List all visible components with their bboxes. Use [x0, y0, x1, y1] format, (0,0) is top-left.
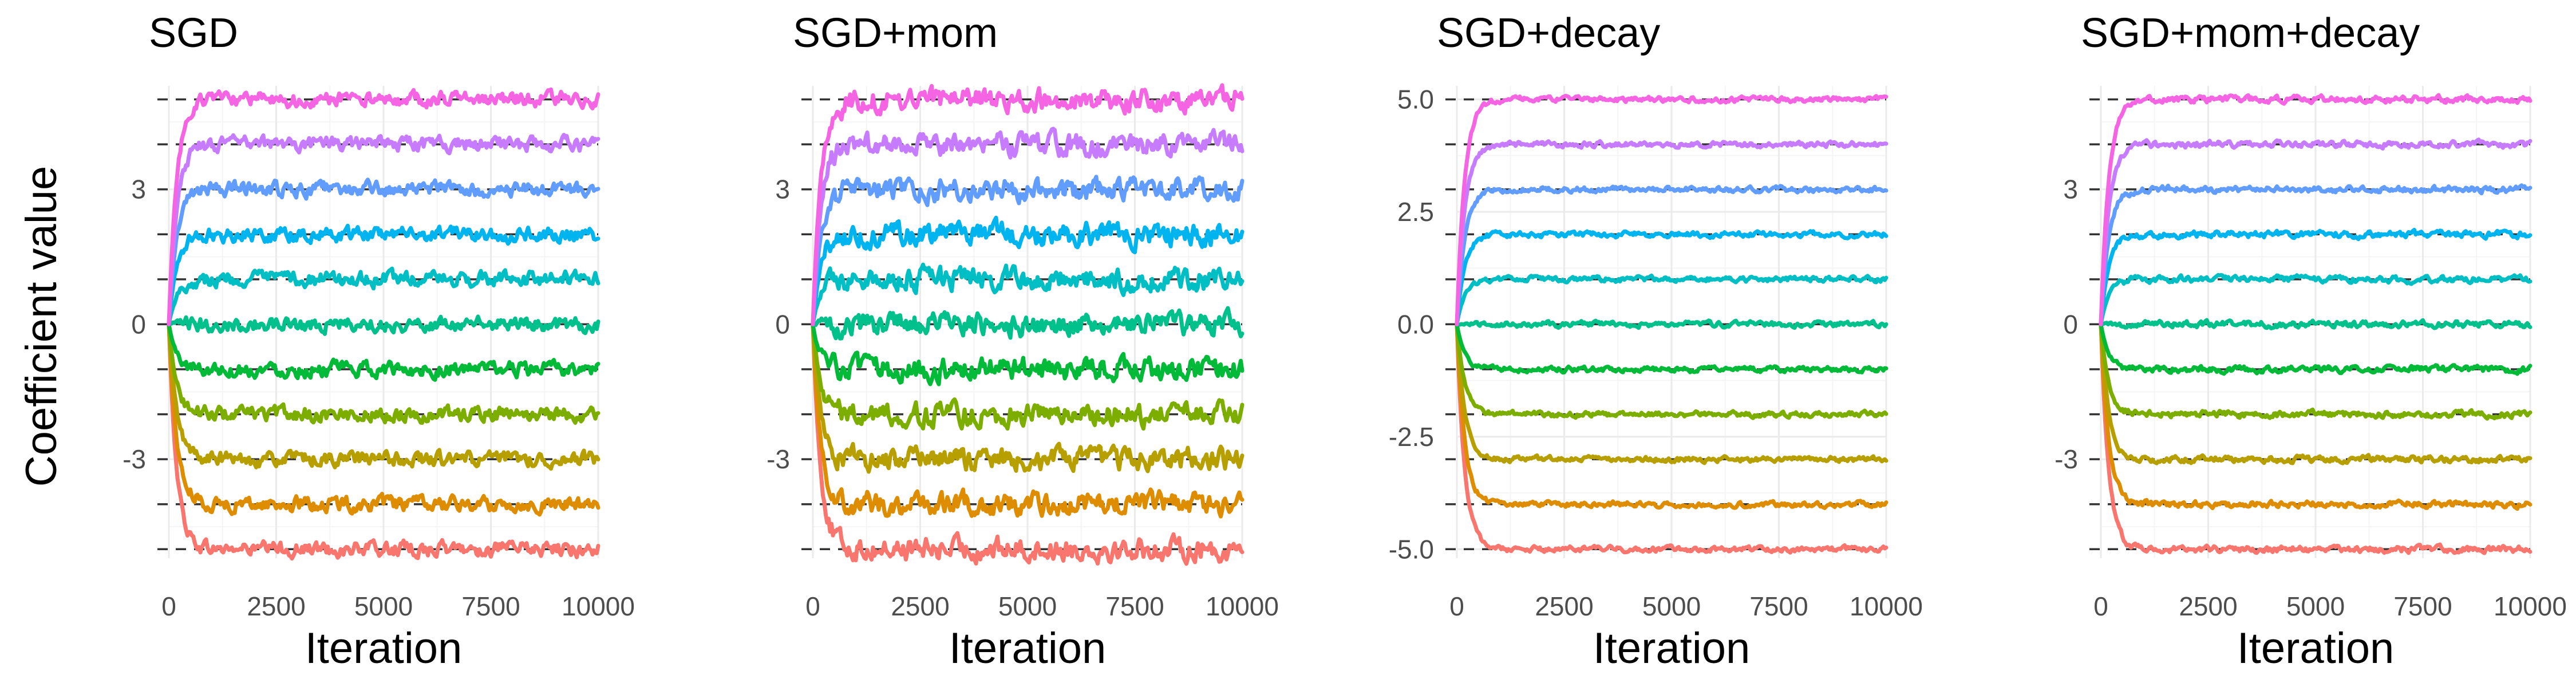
series-line-coef-5: [167, 87, 600, 326]
y-tick-label: 0: [131, 309, 146, 339]
x-axis-title: Iteration: [305, 624, 463, 673]
x-tick-label: 5000: [1642, 591, 1701, 621]
series-line-coef-2: [1455, 229, 1888, 326]
series-line-coef--3: [811, 322, 1244, 474]
series-line-coef--1: [1455, 322, 1888, 375]
series-line-coef-1: [167, 266, 600, 326]
panel-2: SGD+mom -3 0 3 0 2500 5000 7500 10000 Iteration: [767, 10, 1279, 673]
x-tick-label: 0: [1449, 591, 1464, 621]
series-line-coef--4: [1455, 322, 1888, 510]
y-tick-label: 0.0: [1397, 309, 1434, 339]
series-line-coef--5: [167, 322, 600, 561]
panel-1: SGD -3 0 3 0 2500 5000 7500 10000 Iteration: [123, 10, 635, 673]
series-line-coef-0: [2099, 318, 2532, 330]
x-tick-label: 2500: [891, 591, 949, 621]
series-line-coef-3: [811, 175, 1244, 326]
y-tick-label: -5.0: [1389, 534, 1434, 564]
y-tick-label: 5.0: [1397, 85, 1434, 114]
y-tick-label: 0: [775, 309, 790, 339]
x-tick-label: 7500: [1105, 591, 1164, 621]
series-line-coef-2: [2099, 228, 2532, 326]
series-line-coef--2: [811, 322, 1244, 431]
panel-title: SGD+decay: [1437, 10, 1660, 56]
y-tick-label: 2.5: [1397, 197, 1434, 227]
series-line-coef--1: [167, 322, 600, 382]
x-axis-title: Iteration: [2237, 624, 2395, 673]
x-tick-label: 10000: [562, 591, 635, 621]
series-line-coef-1: [811, 262, 1244, 326]
y-tick-label: -3: [2055, 444, 2078, 474]
series-line-coef-1: [2099, 273, 2532, 326]
series-line-coef-3: [1455, 184, 1888, 326]
y-tick-label: -2.5: [1389, 422, 1434, 452]
y-tick-label: 3: [131, 175, 146, 204]
series-line-coef-5: [811, 83, 1244, 326]
series-line-coef-3: [2099, 183, 2532, 326]
series-line-coef-4: [2099, 137, 2532, 326]
y-tick-label: -3: [767, 444, 790, 474]
x-tick-label: 0: [2093, 591, 2108, 621]
series-line-coef--5: [811, 322, 1244, 566]
series-line-coef-2: [167, 223, 600, 326]
panel-3: SGD+decay -5.0 -2.5 0.0 2.5 5.0 0 2500 5000 7500 1…: [1389, 10, 1923, 673]
series-line-coef--2: [1455, 322, 1888, 420]
y-tick-label: 3: [775, 175, 790, 204]
x-axis-title: Iteration: [1593, 624, 1751, 673]
x-tick-label: 0: [805, 591, 820, 621]
series-line-coef-4: [811, 127, 1244, 326]
series-line-coef-4: [167, 133, 600, 326]
y-tick-label: -3: [123, 444, 146, 474]
series-line-coef--4: [167, 322, 600, 517]
series-line-coef--5: [2099, 322, 2532, 555]
series-line-coef--5: [1455, 322, 1888, 555]
series-line-coef-5: [1455, 93, 1888, 326]
series-line-coef--4: [2099, 322, 2532, 511]
series-line-coef-3: [167, 177, 600, 326]
panel-title: SGD: [149, 10, 238, 56]
x-tick-label: 10000: [1850, 591, 1923, 621]
y-axis-title: Coefficient value: [17, 166, 66, 487]
x-tick-label: 7500: [1749, 591, 1808, 621]
x-tick-label: 2500: [247, 591, 305, 621]
panel-title: SGD+mom: [793, 10, 998, 56]
x-tick-label: 5000: [2286, 591, 2345, 621]
x-tick-label: 10000: [2494, 591, 2567, 621]
x-tick-label: 2500: [1535, 591, 1593, 621]
y-tick-label: 0: [2063, 309, 2078, 339]
series-line-coef-5: [2099, 93, 2532, 326]
series-line-coef-0: [811, 306, 1244, 341]
series-line-coef-4: [1455, 139, 1888, 326]
panel-title: SGD+mom+decay: [2081, 10, 2420, 56]
y-tick-label: 3: [2063, 175, 2078, 204]
series-line-coef--3: [1455, 322, 1888, 465]
x-tick-label: 0: [161, 591, 176, 621]
series-line-coef--4: [811, 322, 1244, 519]
x-tick-label: 10000: [1206, 591, 1279, 621]
series-line-coef--1: [811, 322, 1244, 386]
panel-4: SGD+mom+decay -3 0 3 0 2500 5000 7500 10000 Itera…: [2055, 10, 2567, 673]
x-tick-label: 7500: [461, 591, 520, 621]
x-tick-label: 5000: [998, 591, 1057, 621]
series-line-coef--2: [167, 322, 600, 425]
series-line-coef-0: [167, 314, 600, 336]
x-tick-label: 2500: [2179, 591, 2237, 621]
series-line-coef-0: [1455, 318, 1888, 330]
series-line-coef-2: [811, 215, 1244, 326]
series-line-coef-1: [1455, 273, 1888, 326]
series-line-coef--2: [2099, 322, 2532, 421]
x-tick-label: 5000: [354, 591, 413, 621]
series-line-coef--1: [2099, 322, 2532, 376]
series-line-coef--3: [2099, 322, 2532, 465]
x-tick-label: 7500: [2393, 591, 2452, 621]
x-axis-title: Iteration: [949, 624, 1107, 673]
series-line-coef--3: [167, 322, 600, 471]
